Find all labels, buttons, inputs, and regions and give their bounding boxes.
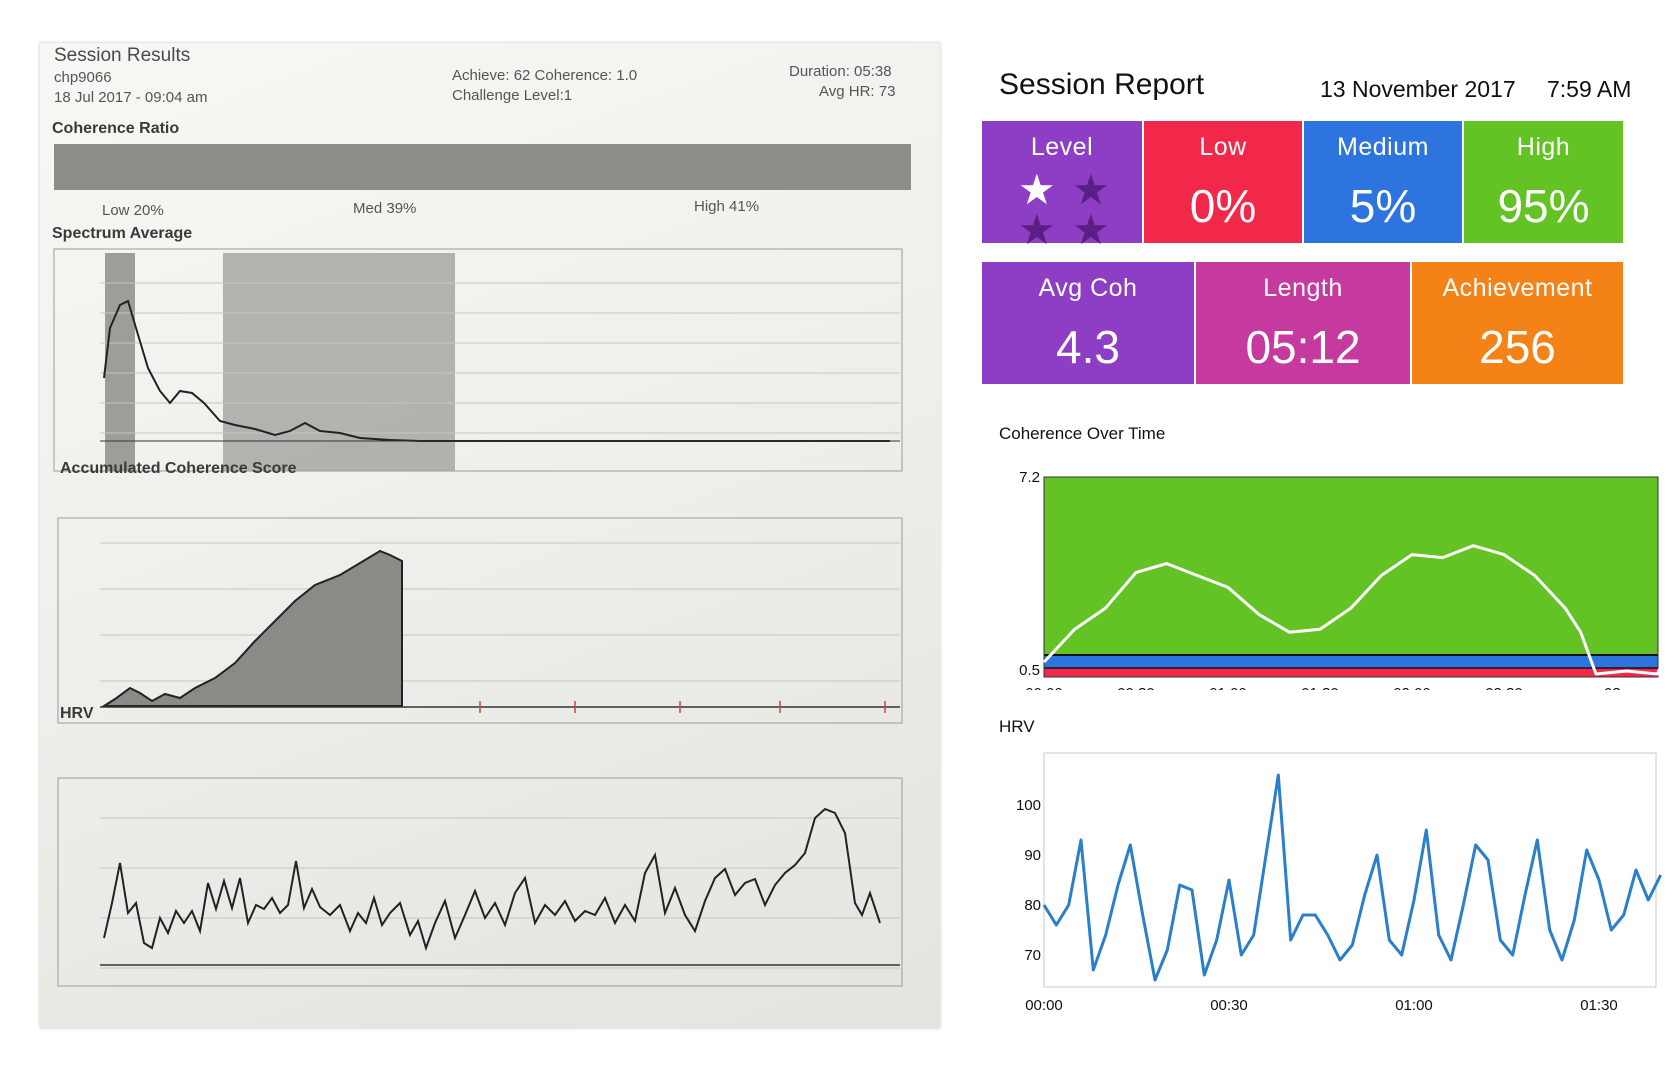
high-band — [1044, 477, 1658, 655]
level-tile: Level ★ ★ ★ ★ — [982, 121, 1142, 251]
achievement-label: Achievement — [1442, 274, 1593, 302]
achievement-value: 256 — [1479, 321, 1556, 373]
paper-hrv-heading: HRV — [60, 705, 94, 722]
printed-session-results: Session Results chp9066 18 Jul 2017 - 09… — [40, 43, 940, 1028]
medium-value: 5% — [1349, 180, 1417, 232]
paper-hrv-plot — [57, 777, 903, 987]
y-tick-label: 0.5 — [1019, 662, 1040, 679]
paper-challenge-level: Challenge Level:1 — [452, 87, 573, 104]
coherence-ratio-bar — [54, 144, 911, 190]
level-label: Level — [1030, 133, 1094, 161]
paper-duration: Duration: 05:38 — [789, 63, 892, 80]
ratio-low-label: Low 20% — [102, 202, 164, 219]
y-tick-label: 70 — [1024, 947, 1041, 964]
hrv-series-line — [1042, 773, 1663, 982]
accumulated-coherence-plot — [57, 517, 903, 724]
low-value: 0% — [1189, 180, 1257, 232]
x-tick-label: 00:30 — [1210, 997, 1248, 1014]
coherence-over-time-chart: 7.2 0.5 00:00 00:30 01:00 01:30 02:00 02:30 03: — [1019, 469, 1680, 690]
low-tile: Low 0% — [1144, 121, 1302, 243]
x-tick-label: 03: — [1604, 685, 1625, 690]
x-tick-label: 01:30 — [1580, 997, 1618, 1014]
low-band — [1044, 668, 1658, 677]
star-icon: ★ — [1018, 165, 1056, 214]
spectrum-average-plot — [53, 248, 903, 472]
x-tick-label: 01:30 — [1301, 685, 1339, 690]
x-tick-label: 02:00 — [1393, 685, 1431, 690]
medium-tile: Medium 5% — [1304, 121, 1462, 243]
length-label: Length — [1263, 274, 1343, 302]
ratio-med-label: Med 39% — [353, 200, 417, 217]
achievement-tile: Achievement 256 — [1412, 262, 1623, 384]
length-tile: Length 05:12 — [1196, 262, 1410, 384]
paper-datetime: 18 Jul 2017 - 09:04 am — [54, 89, 208, 106]
x-tick-label: 01:00 — [1209, 685, 1247, 690]
high-label: High — [1516, 133, 1571, 161]
accumulated-coherence-heading: Accumulated Coherence Score — [60, 460, 297, 477]
low-label: Low — [1199, 133, 1247, 161]
avg-coh-label: Avg Coh — [1038, 274, 1138, 302]
x-tick-label: 00:00 — [1025, 997, 1063, 1014]
high-value: 95% — [1497, 180, 1590, 232]
report-date: 13 November 2017 — [1320, 76, 1516, 102]
session-report: Session Report 13 November 2017 7:59 AM … — [980, 0, 1680, 1080]
x-tick-label: 00:00 — [1025, 685, 1063, 690]
star-icon: ★ — [1072, 205, 1110, 254]
coherence-series-line — [1042, 544, 1680, 676]
y-tick-label: 80 — [1024, 897, 1041, 914]
high-tile: High 95% — [1464, 121, 1623, 243]
avg-coh-tile: Avg Coh 4.3 — [982, 262, 1194, 384]
x-tick-label: 00:30 — [1117, 685, 1155, 690]
paper-charts — [53, 248, 903, 987]
paper-achieve-coherence: Achieve: 62 Coherence: 1.0 — [452, 67, 638, 84]
medium-band — [1044, 655, 1658, 668]
y-tick-label: 100 — [1016, 797, 1041, 814]
hrv-chart: 100 90 80 70 00:00 00:30 01:00 01:30 — [1016, 752, 1663, 1014]
y-tick-label: 90 — [1024, 847, 1041, 864]
coherence-ratio-heading: Coherence Ratio — [52, 120, 180, 137]
x-tick-label: 01:00 — [1395, 997, 1433, 1014]
paper-title: Session Results — [54, 45, 191, 66]
hrv-chart-title: HRV — [999, 717, 1035, 736]
coherence-chart-title: Coherence Over Time — [999, 424, 1166, 443]
medium-label: Medium — [1337, 133, 1429, 161]
level-stars: ★ ★ ★ ★ — [1018, 169, 1118, 255]
ratio-high-label: High 41% — [694, 198, 760, 215]
x-tick-label: 02:30 — [1485, 685, 1523, 690]
avg-coh-value: 4.3 — [1056, 321, 1120, 373]
paper-avg-hr: Avg HR: 73 — [819, 83, 896, 100]
report-title: Session Report — [999, 68, 1205, 101]
plot-frame — [1043, 476, 1659, 678]
length-value: 05:12 — [1245, 321, 1361, 373]
y-tick-label: 7.2 — [1019, 469, 1040, 486]
star-icon: ★ — [1072, 165, 1110, 214]
paper-user-id: chp9066 — [54, 69, 112, 86]
spectrum-average-heading: Spectrum Average — [52, 225, 193, 242]
star-icon: ★ — [1018, 205, 1056, 254]
report-time: 7:59 AM — [1547, 76, 1632, 102]
